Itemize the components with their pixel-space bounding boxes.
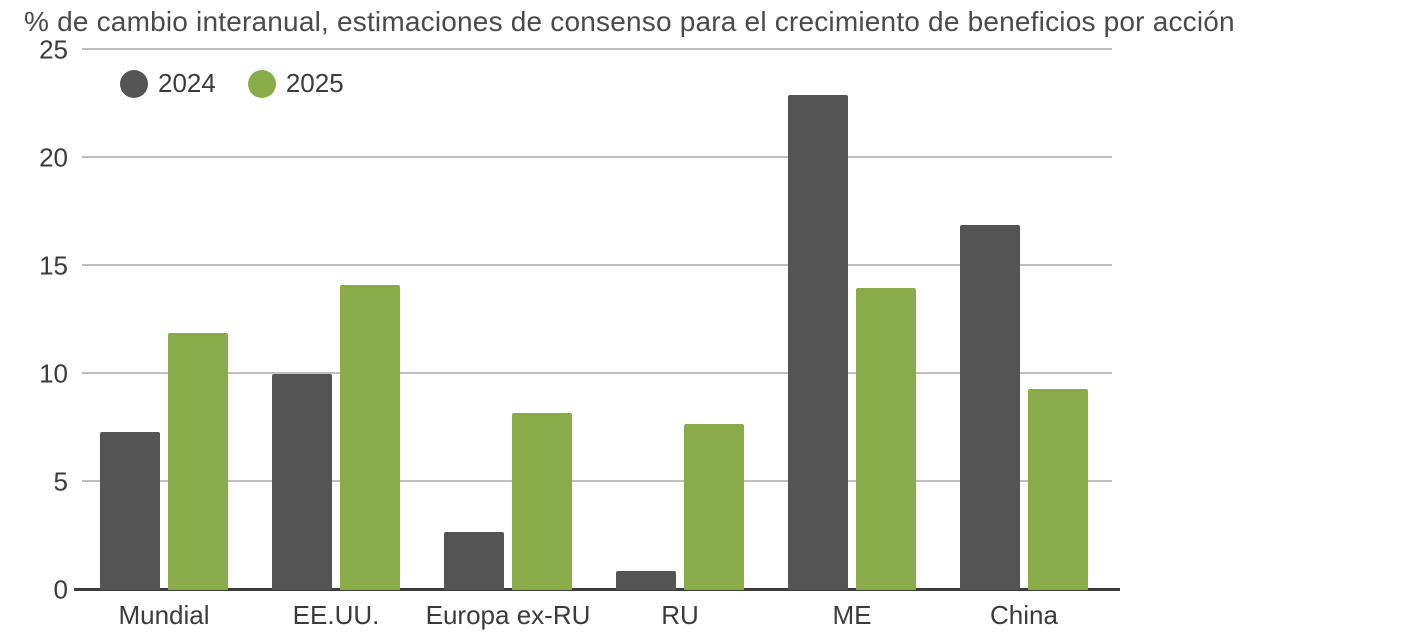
legend-swatch — [120, 70, 148, 98]
bar — [272, 374, 332, 590]
y-axis-tick-label: 25 — [39, 35, 82, 66]
chart-container: % de cambio interanual, estimaciones de … — [0, 0, 1414, 644]
gridline — [82, 480, 1112, 482]
bar — [788, 95, 848, 590]
y-axis-tick-label: 10 — [39, 359, 82, 390]
bar — [168, 333, 228, 590]
bar — [856, 288, 916, 590]
x-axis-tick-label: Mundial — [118, 590, 209, 631]
x-axis-tick-label: RU — [661, 590, 699, 631]
bar — [340, 285, 400, 590]
bar — [960, 225, 1020, 590]
gridline — [82, 372, 1112, 374]
bar — [616, 571, 676, 590]
legend-item: 2024 — [120, 68, 216, 99]
x-axis-tick-label: ME — [833, 590, 872, 631]
legend-label: 2025 — [286, 68, 344, 99]
legend-swatch — [248, 70, 276, 98]
gridline — [82, 156, 1112, 158]
legend-label: 2024 — [158, 68, 216, 99]
y-axis-tick-label: 5 — [54, 467, 82, 498]
y-axis-tick-label: 20 — [39, 143, 82, 174]
gridline — [82, 48, 1112, 50]
gridline — [82, 264, 1112, 266]
x-axis-tick-label: EE.UU. — [293, 590, 380, 631]
bar — [100, 432, 160, 590]
plot-area: 0510152025MundialEE.UU.Europa ex-RURUMEC… — [82, 50, 1112, 590]
legend: 2024 2025 — [120, 68, 344, 99]
bar — [512, 413, 572, 590]
legend-item: 2025 — [248, 68, 344, 99]
y-axis-tick-label: 15 — [39, 251, 82, 282]
chart-title: % de cambio interanual, estimaciones de … — [24, 6, 1235, 38]
x-axis-tick-label: China — [990, 590, 1058, 631]
bar — [684, 424, 744, 590]
x-axis-tick-label: Europa ex-RU — [426, 590, 591, 631]
bar — [444, 532, 504, 590]
bar — [1028, 389, 1088, 590]
